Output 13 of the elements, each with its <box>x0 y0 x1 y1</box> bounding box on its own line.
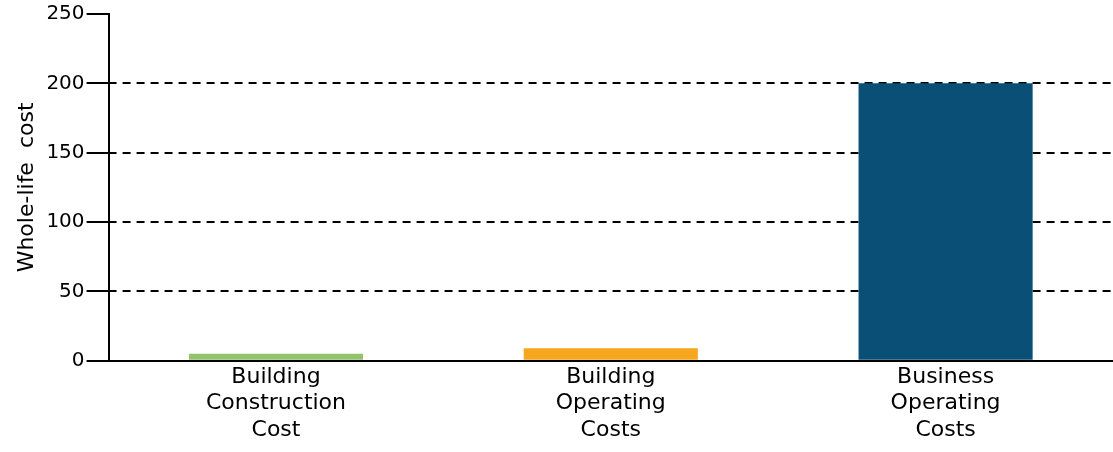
x-tick-label: Building Construction Cost <box>205 362 347 441</box>
bar <box>523 348 698 360</box>
y-tick-label: 0 <box>71 347 85 371</box>
x-tick-label: Building Operating Costs <box>555 362 666 441</box>
y-tick-label: 150 <box>46 138 85 163</box>
bar <box>188 353 364 360</box>
bar <box>858 83 1033 360</box>
y-tick-label: 200 <box>46 69 85 94</box>
y-tick-label: 100 <box>46 208 85 233</box>
y-tick-label: 50 <box>59 277 85 302</box>
y-tick-label: 250 <box>46 0 85 25</box>
y-axis-title: Whole-life cost <box>12 102 38 273</box>
x-tick-label: Business Operating Costs <box>890 362 1001 441</box>
